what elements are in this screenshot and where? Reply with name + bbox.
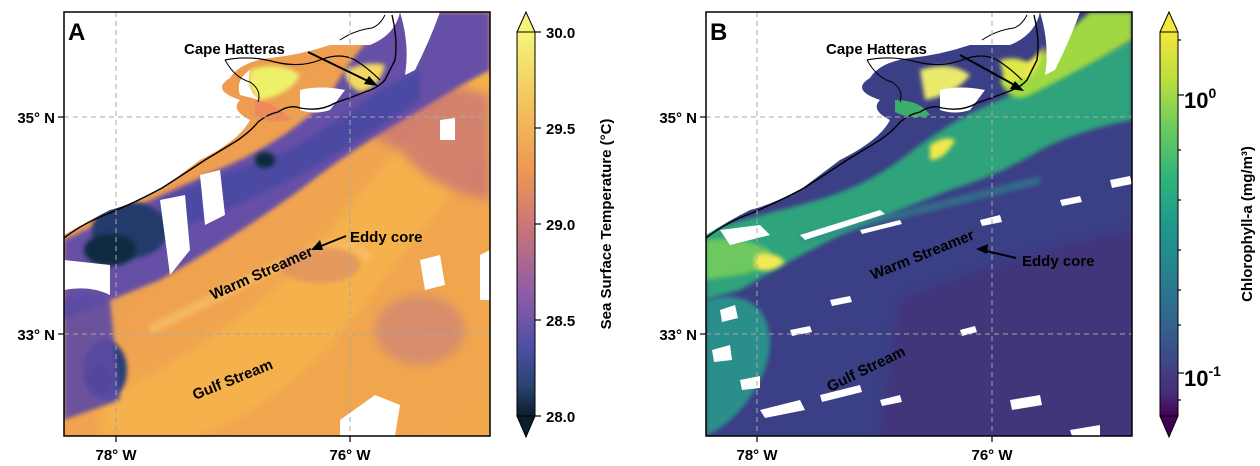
cbar-chl-tick-bottom-exp: -1 bbox=[1208, 363, 1221, 379]
label-cape-hatteras-b: Cape Hatteras bbox=[826, 41, 927, 58]
annotations-b bbox=[959, 54, 1024, 259]
cbar-sst-tick-28-5: 28.5 bbox=[546, 313, 575, 330]
panel-b-letter: B bbox=[710, 19, 727, 46]
colorbar-sst-ticks bbox=[535, 31, 541, 417]
cbar-chl-tick-top-base: 10 bbox=[1184, 88, 1208, 113]
map-b-frame bbox=[705, 11, 1133, 437]
axis-ticks-a bbox=[58, 116, 351, 442]
colorbar-chlorophyll bbox=[1159, 10, 1179, 439]
lat-tick-33n-b: 33° N bbox=[659, 327, 697, 344]
label-eddy-core-a: Eddy core bbox=[350, 229, 423, 246]
panel-a: A Cape Hatteras Eddy core Warm Streamer … bbox=[17, 10, 615, 464]
label-cape-hatteras-a: Cape Hatteras bbox=[184, 41, 285, 58]
lon-tick-76w-b: 76° W bbox=[971, 447, 1013, 464]
cbar-sst-label: Sea Surface Temperature (°C) bbox=[598, 119, 615, 330]
lat-tick-35n-b: 35° N bbox=[659, 110, 697, 127]
sst-map bbox=[64, 12, 490, 436]
cbar-chl-tick-top-exp: 0 bbox=[1208, 85, 1216, 101]
colorbar-chl-ticks bbox=[1178, 39, 1184, 401]
cbar-chl-label: Chlorophyll-a (mg/m³) bbox=[1239, 146, 1256, 302]
colorbar-sst bbox=[516, 10, 536, 439]
axis-ticks-b bbox=[700, 116, 993, 442]
lon-tick-78w-a: 78° W bbox=[95, 447, 137, 464]
lat-tick-35n-a: 35° N bbox=[17, 110, 55, 127]
map-a-frame bbox=[63, 11, 491, 437]
chlorophyll-map bbox=[706, 12, 1132, 436]
svg-text:10-1: 10-1 bbox=[1184, 363, 1221, 391]
lat-tick-33n-a: 33° N bbox=[17, 327, 55, 344]
annotations-a bbox=[307, 51, 378, 250]
cbar-sst-tick-28-0: 28.0 bbox=[546, 409, 575, 426]
cbar-chl-tick-bottom-base: 10 bbox=[1184, 366, 1208, 391]
svg-text:100: 100 bbox=[1184, 85, 1216, 113]
lon-tick-78w-b: 78° W bbox=[736, 447, 778, 464]
cbar-sst-tick-30-0: 30.0 bbox=[546, 25, 575, 42]
lon-tick-76w-a: 76° W bbox=[329, 447, 371, 464]
label-eddy-core-b: Eddy core bbox=[1022, 253, 1095, 270]
map-b-gridlines bbox=[706, 12, 1132, 436]
cbar-sst-tick-29-0: 29.0 bbox=[546, 217, 575, 234]
panel-b: B Cape Hatteras Eddy core Warm Streamer … bbox=[659, 10, 1256, 464]
panel-a-letter: A bbox=[68, 19, 85, 46]
cbar-sst-tick-29-5: 29.5 bbox=[546, 121, 575, 138]
cbar-chl-tick-bottom: 10-1 bbox=[1184, 363, 1221, 391]
map-a-gridlines bbox=[64, 12, 490, 436]
cbar-chl-tick-top: 100 bbox=[1184, 85, 1216, 113]
